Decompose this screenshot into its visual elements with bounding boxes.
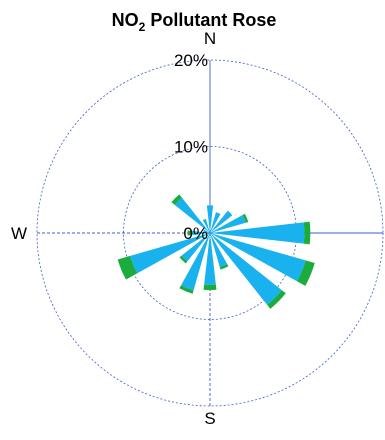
rose-bar-high-90 <box>303 221 311 245</box>
rose-bar-high-315 <box>171 194 182 205</box>
rose-bar-low-247.5 <box>130 233 210 274</box>
rose-bar-low-180 <box>204 233 216 285</box>
rose-bar-low-292.5 <box>203 229 210 233</box>
ring-label-10: 10% <box>174 138 208 157</box>
rose-bar-high-112.5 <box>297 260 315 286</box>
ring-label-20: 20% <box>174 51 208 70</box>
rose-bar-high-247.5 <box>117 255 138 280</box>
rose-bar-high-67.5 <box>242 213 249 223</box>
rose-bar-low-202.5 <box>181 233 210 291</box>
chart-title-subscript: 2 <box>139 20 146 34</box>
chart-title: NO2 Pollutant Rose <box>112 10 277 34</box>
rose-bar-high-202.5 <box>179 285 194 294</box>
rose-bar-high-135 <box>267 290 286 309</box>
compass-south-label: S <box>204 409 215 428</box>
rose-bar-low-337.5 <box>202 218 210 233</box>
rose-bar-high-225 <box>179 255 188 264</box>
rose-bar-low-225 <box>181 233 210 262</box>
compass-north-label: N <box>204 29 216 48</box>
chart-title-main: NO <box>112 10 139 30</box>
rose-bar-low-67.5 <box>210 214 246 233</box>
rose-bar-low-0 <box>206 205 214 233</box>
rose-bar-low-90 <box>210 222 305 244</box>
rose-bar-low-45 <box>210 210 233 233</box>
rose-bar-low-315 <box>174 197 210 233</box>
rose-bar-low-112.5 <box>210 233 306 282</box>
rose-bar-high-157.5 <box>219 264 229 270</box>
rose-bar-high-180 <box>203 284 217 291</box>
ring-label-0: 0% <box>183 224 208 243</box>
rose-bars <box>117 194 315 309</box>
rose-bar-low-270 <box>190 230 210 236</box>
chart-title-rest: Pollutant Rose <box>145 10 276 30</box>
rose-bar-high-270 <box>187 230 192 236</box>
rose-bar-low-157.5 <box>210 233 228 268</box>
rose-bar-low-135 <box>210 233 282 305</box>
compass-west-label: W <box>11 224 27 243</box>
ring-labels: 0% 10% 20% <box>174 51 208 243</box>
rose-bar-low-22.5 <box>210 212 221 233</box>
